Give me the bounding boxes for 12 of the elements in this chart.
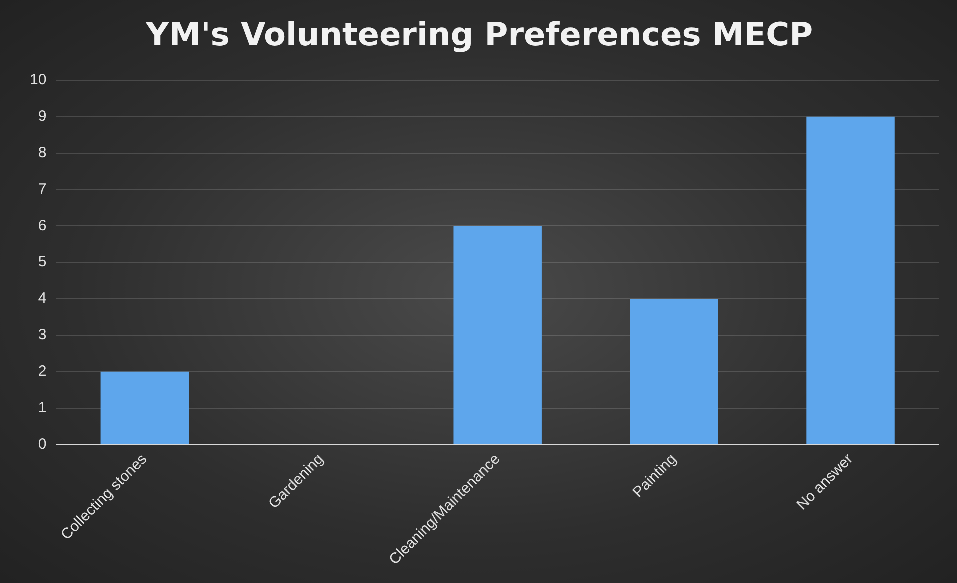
y-tick-label: 2 (38, 363, 47, 380)
y-tick-label: 5 (38, 254, 47, 271)
y-tick-label: 8 (38, 144, 47, 162)
y-tick-label: 9 (38, 108, 47, 125)
y-tick-label: 4 (38, 290, 47, 308)
y-tick-label: 7 (38, 180, 47, 198)
y-tick-label: 10 (30, 72, 47, 89)
chart-title: YM's Volunteering Preferences MECP (144, 16, 814, 54)
y-tick-label: 6 (38, 217, 47, 234)
y-tick-label: 1 (38, 399, 47, 416)
y-tick-label: 0 (38, 436, 47, 453)
y-tick-label: 3 (38, 326, 47, 344)
